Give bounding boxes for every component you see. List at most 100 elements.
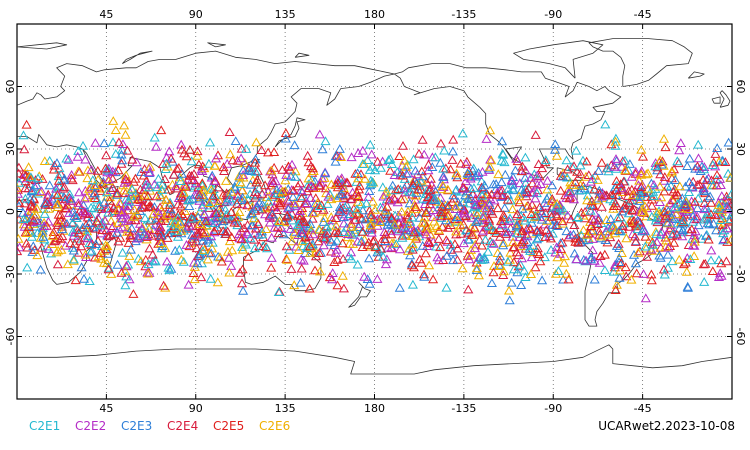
occultation-marker xyxy=(281,241,292,251)
occultation-marker xyxy=(626,274,637,284)
occultation-marker xyxy=(98,183,109,193)
occultation-marker xyxy=(550,268,561,278)
occultation-marker xyxy=(296,193,307,202)
occultation-marker xyxy=(246,220,257,230)
occultation-marker xyxy=(158,280,169,290)
occultation-marker xyxy=(365,209,376,219)
occultation-marker xyxy=(44,180,55,190)
occultation-marker xyxy=(690,226,701,236)
occultation-marker xyxy=(116,149,127,159)
occultation-marker xyxy=(256,145,267,154)
occultation-marker xyxy=(184,220,195,230)
occultation-marker xyxy=(26,186,38,196)
occultation-marker xyxy=(82,173,93,183)
left-lat-label: -60 xyxy=(4,328,17,346)
occultation-marker xyxy=(413,184,424,194)
occultation-marker xyxy=(183,279,194,289)
occultation-marker xyxy=(242,200,253,210)
occultation-marker xyxy=(107,137,119,147)
occultation-marker xyxy=(120,129,131,139)
occultation-marker xyxy=(303,173,314,183)
occultation-marker xyxy=(585,176,596,186)
occultation-marker xyxy=(305,161,317,171)
occultation-marker xyxy=(324,272,335,282)
occultation-marker xyxy=(144,243,155,253)
occultation-marker xyxy=(617,206,628,216)
occultation-marker xyxy=(451,226,462,236)
coastline xyxy=(294,52,310,58)
occultation-marker xyxy=(357,226,368,236)
occultation-marker xyxy=(192,150,203,160)
occultation-marker xyxy=(263,147,274,157)
occultation-marker xyxy=(184,144,196,154)
occultation-marker xyxy=(234,233,245,243)
occultation-marker xyxy=(410,204,421,214)
occultation-marker xyxy=(693,193,704,203)
occultation-marker xyxy=(36,186,47,196)
occultation-marker xyxy=(80,208,91,218)
occultation-marker xyxy=(191,243,202,253)
occultation-marker xyxy=(355,169,367,179)
occultation-marker xyxy=(594,226,605,236)
occultation-marker xyxy=(402,159,413,169)
occultation-marker xyxy=(583,170,594,179)
occultation-marker xyxy=(226,207,237,217)
occultation-marker xyxy=(100,240,111,250)
occultation-marker xyxy=(516,166,527,176)
occultation-marker xyxy=(161,152,172,162)
occultation-marker xyxy=(17,233,24,243)
occultation-marker xyxy=(595,251,606,260)
occultation-marker xyxy=(706,209,717,219)
occultation-marker xyxy=(57,224,68,234)
occultation-marker xyxy=(711,225,722,235)
occultation-marker xyxy=(457,263,468,273)
occultation-marker xyxy=(65,195,77,205)
occultation-marker xyxy=(634,246,645,256)
occultation-marker xyxy=(441,235,452,245)
occultation-marker xyxy=(551,150,562,160)
occultation-marker xyxy=(525,224,536,234)
occultation-marker xyxy=(18,130,29,140)
occultation-marker xyxy=(156,125,167,135)
occultation-marker xyxy=(441,282,452,292)
occultation-marker xyxy=(498,149,509,159)
occultation-marker xyxy=(504,295,515,305)
occultation-marker xyxy=(171,181,182,191)
occultation-marker xyxy=(712,143,723,152)
occultation-marker xyxy=(382,219,393,229)
occultation-marker xyxy=(529,169,540,179)
occultation-marker xyxy=(162,232,173,242)
occultation-marker xyxy=(401,168,412,178)
occultation-marker xyxy=(441,250,452,260)
occultation-marker xyxy=(689,196,700,206)
occultation-marker xyxy=(314,266,326,276)
occultation-marker xyxy=(104,230,115,240)
occultation-marker xyxy=(236,234,247,244)
occultation-marker xyxy=(397,140,409,150)
occultation-marker xyxy=(181,151,192,161)
occultation-marker xyxy=(394,218,405,228)
occultation-marker xyxy=(588,201,599,211)
occultation-marker xyxy=(357,242,368,251)
occultation-marker xyxy=(565,186,576,196)
occultation-marker xyxy=(463,227,474,237)
occultation-marker xyxy=(252,201,263,211)
occultation-marker xyxy=(491,228,502,237)
occultation-marker xyxy=(707,266,718,275)
occultation-marker xyxy=(406,260,417,270)
occultation-marker xyxy=(101,191,113,201)
occultation-marker xyxy=(21,213,32,223)
occultation-marker xyxy=(51,158,63,167)
occultation-marker xyxy=(304,241,315,251)
occultation-marker xyxy=(476,255,487,264)
occultation-marker xyxy=(196,272,207,282)
occultation-marker xyxy=(363,191,374,201)
occultation-marker xyxy=(241,143,252,153)
occultation-marker xyxy=(346,253,357,263)
occultation-marker xyxy=(397,230,408,240)
occultation-marker xyxy=(38,231,49,241)
occultation-marker xyxy=(205,137,216,147)
occultation-marker xyxy=(175,188,186,198)
occultation-marker xyxy=(149,220,161,230)
occultation-marker xyxy=(61,153,72,163)
